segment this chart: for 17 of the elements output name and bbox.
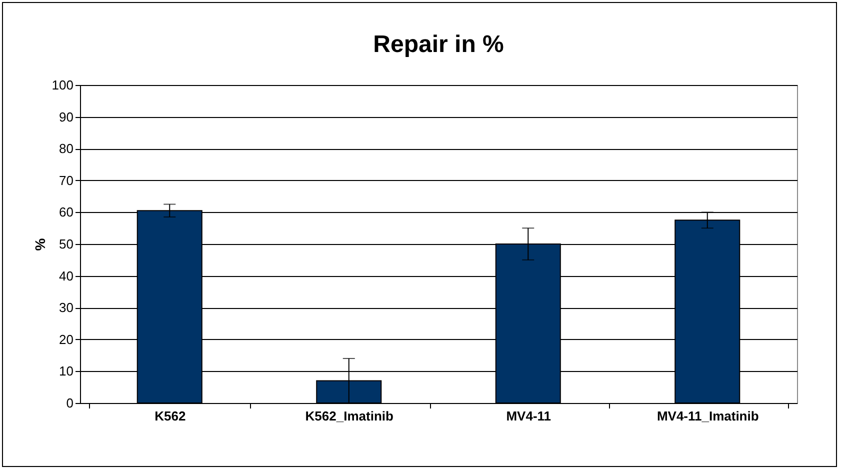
x-tick-label: MV4-11: [506, 408, 552, 424]
y-tick-label: 40: [59, 268, 74, 284]
y-tick-label: 30: [59, 300, 74, 316]
y-tick-label: 90: [59, 109, 74, 124]
y-tick-label: 70: [59, 172, 74, 188]
y-tick-label: 0: [66, 396, 74, 410]
y-tick-label: 60: [59, 204, 74, 220]
y-tick-label: 20: [59, 332, 74, 347]
x-tick-label: K562: [154, 408, 186, 424]
y-axis-title: %: [32, 238, 48, 251]
chart-title: Repair in %: [373, 31, 504, 58]
y-tick-label: 10: [59, 364, 74, 379]
y-tick-label: 100: [52, 78, 74, 92]
y-tick-label: 80: [59, 141, 74, 156]
y-tick-label: 50: [59, 236, 74, 252]
x-tick-label: MV4-11_Imatinib: [656, 408, 759, 424]
x-tick-label: K562_Imatinib: [305, 408, 394, 424]
